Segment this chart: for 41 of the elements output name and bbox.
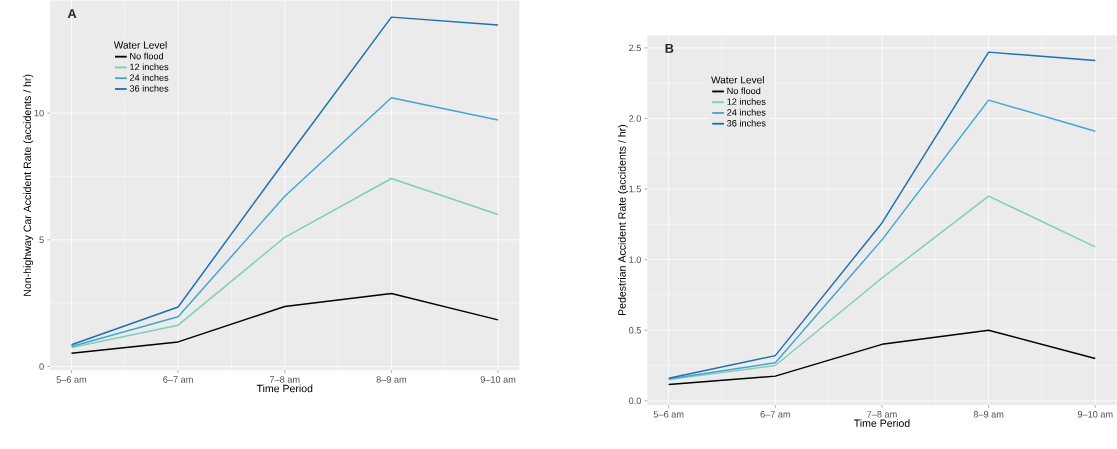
legend-label: 12 inches — [130, 63, 169, 71]
legend-label: No flood — [727, 87, 761, 95]
annotation: B — [665, 44, 674, 53]
x-tick-label: 9–10 am — [1077, 411, 1113, 418]
x-tick-label: 6–7 am — [163, 376, 193, 383]
legend-label: 24 inches — [129, 74, 169, 82]
y-axis-title: Non-highway Car Accident Rate (accidents / hr) — [23, 74, 34, 296]
annotation: A — [67, 9, 77, 19]
y-tick-label: 0.0 — [628, 397, 641, 405]
legend-title: Water Level — [113, 41, 167, 49]
x-tick-label: 7–8 am — [867, 411, 897, 418]
line-series — [70, 97, 499, 348]
legend-label: 36 inches — [129, 85, 169, 92]
y-tick-label: 0.5 — [628, 327, 641, 334]
legend-label: 12 inches — [727, 98, 766, 106]
y-tick-label: 10 — [34, 109, 44, 117]
line-series — [667, 195, 1096, 381]
y-tick-label: 2.0 — [629, 115, 641, 122]
line-series — [70, 177, 499, 349]
y-tick-label: 1.0 — [629, 256, 641, 263]
x-tick-label: 5–6 am — [56, 376, 87, 383]
line-series — [70, 16, 499, 346]
y-tick-label: 2.5 — [629, 44, 641, 52]
line-series — [667, 329, 1096, 386]
x-axis-title: Time Period — [256, 384, 313, 393]
y-tick-label: 5 — [39, 236, 44, 244]
legend-label: 36 inches — [727, 119, 766, 127]
y-tick-label: 1.5 — [629, 185, 641, 193]
legend-title: Water Level — [711, 76, 764, 84]
y-axis-title: Pedestrian Accident Rate (accidents / hr) — [618, 125, 628, 316]
x-tick-label: 7–8 am — [269, 376, 300, 383]
x-tick-label: 5–6 am — [653, 411, 684, 418]
x-tick-label: 9–10 am — [480, 376, 516, 383]
x-tick-label: 8–9 am — [973, 411, 1004, 418]
x-tick-label: 8–9 am — [376, 376, 407, 383]
line-series — [70, 292, 499, 355]
y-tick-label: 0 — [39, 363, 44, 370]
legend-label: No flood — [130, 52, 164, 60]
legend-label: 24 inches — [727, 109, 766, 116]
x-axis-title: Time Period — [853, 419, 910, 428]
x-tick-label: 6–7 am — [760, 411, 790, 418]
